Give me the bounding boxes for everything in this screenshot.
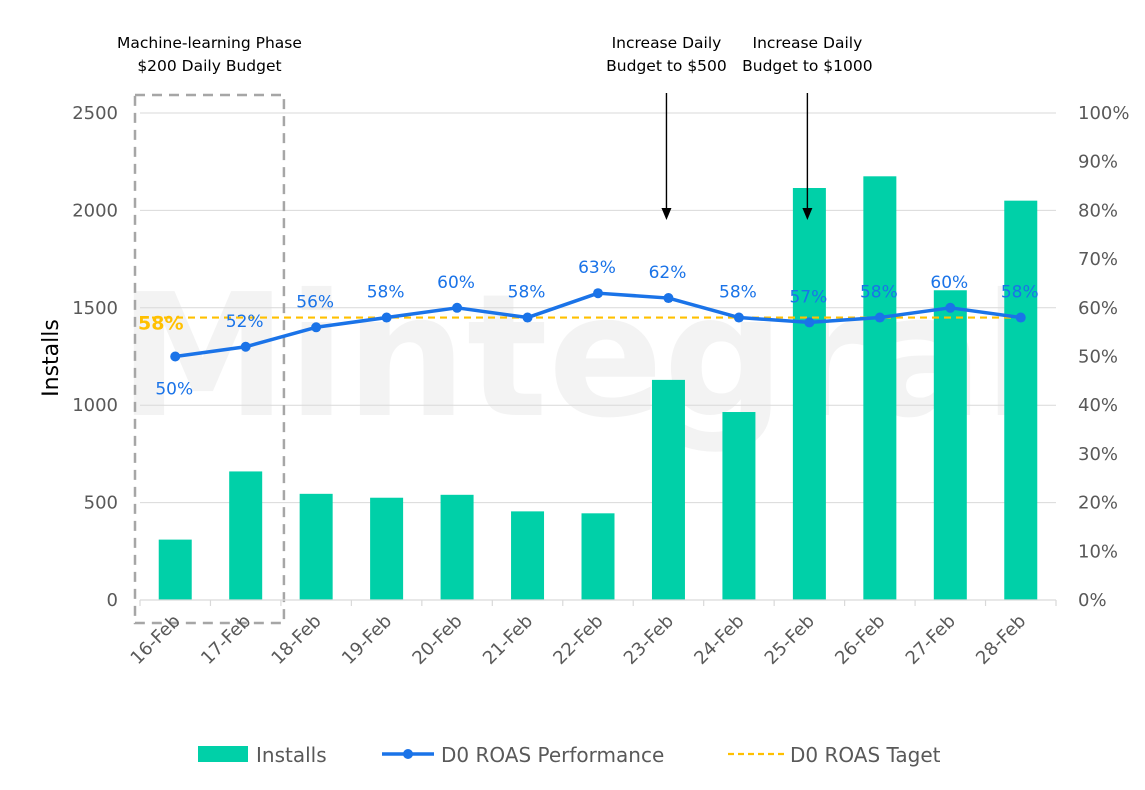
annotation-arrowhead xyxy=(661,208,672,220)
roas-data-label: 58% xyxy=(508,283,546,303)
roas-data-label: 57% xyxy=(789,287,827,307)
y-tick-label: 2000 xyxy=(72,200,118,221)
annotation-text: Budget to $500 xyxy=(606,57,727,75)
x-tick-label: 28-Feb xyxy=(972,611,1030,669)
y2-tick-label: 10% xyxy=(1078,541,1118,562)
roas-data-label: 56% xyxy=(296,292,334,312)
x-tick-label: 20-Feb xyxy=(408,611,466,669)
roas-data-label: 62% xyxy=(649,263,687,283)
legend: Installs D0 ROAS Performance D0 ROAS Taget xyxy=(198,743,941,767)
installs-bars xyxy=(158,176,1038,601)
x-tick-label: 23-Feb xyxy=(620,611,678,669)
legend-installs-swatch xyxy=(198,746,248,762)
legend-installs-label: Installs xyxy=(256,743,327,767)
annotation-text: $200 Daily Budget xyxy=(137,57,281,75)
roas-point-23-Feb xyxy=(663,293,674,304)
roas-data-label: 58% xyxy=(719,283,757,303)
roas-data-label: 58% xyxy=(1001,283,1039,303)
y-tick-label: 2500 xyxy=(72,103,118,124)
x-tick-label: 22-Feb xyxy=(549,611,607,669)
y-axis-label: Installs xyxy=(39,319,64,397)
bar-installs-26-Feb xyxy=(863,176,897,600)
y-tick-label: 0 xyxy=(107,590,118,611)
x-tick-label: 16-Feb xyxy=(127,611,185,669)
roas-point-27-Feb xyxy=(945,302,956,313)
y2-tick-label: 20% xyxy=(1078,493,1118,514)
legend-roas-marker xyxy=(403,749,413,759)
y2-tick-label: 100% xyxy=(1078,103,1129,124)
bar-installs-24-Feb xyxy=(722,412,756,600)
x-tick-label: 25-Feb xyxy=(761,611,819,669)
legend-roas-label: D0 ROAS Performance xyxy=(441,743,664,767)
roas-point-26-Feb xyxy=(874,312,885,323)
roas-data-label: 58% xyxy=(860,283,898,303)
roas-point-20-Feb xyxy=(452,302,463,313)
roas-point-21-Feb xyxy=(522,312,533,323)
bar-installs-18-Feb xyxy=(299,493,333,600)
roas-data-label: 63% xyxy=(578,258,616,278)
roas-point-28-Feb xyxy=(1015,312,1026,323)
roas-target-label: 58% xyxy=(138,313,183,335)
roas-point-16-Feb xyxy=(170,351,181,362)
y2-tick-label: 80% xyxy=(1078,200,1118,221)
annotations: Machine-learning Phase $200 Daily Budget I… xyxy=(117,34,873,625)
roas-data-label: 60% xyxy=(437,273,475,293)
ml-phase-box xyxy=(133,93,286,625)
roas-data-label: 58% xyxy=(367,283,405,303)
roas-data-label: 52% xyxy=(226,312,264,332)
y2-tick-label: 50% xyxy=(1078,347,1118,368)
y2-tick-label: 70% xyxy=(1078,249,1118,270)
roas-point-22-Feb xyxy=(593,288,603,299)
annotation-arrowhead xyxy=(802,208,813,220)
bar-installs-16-Feb xyxy=(158,539,192,600)
roas-data-label: 50% xyxy=(155,380,193,400)
y-tick-label: 500 xyxy=(84,493,118,514)
annotation-text: Machine-learning Phase xyxy=(117,34,302,52)
x-tick-label: 27-Feb xyxy=(902,611,960,669)
bar-installs-19-Feb xyxy=(370,497,404,600)
bar-installs-20-Feb xyxy=(440,494,474,600)
bar-installs-23-Feb xyxy=(651,379,685,600)
x-tick-label: 26-Feb xyxy=(831,611,889,669)
legend-target-label: D0 ROAS Taget xyxy=(790,743,941,767)
bar-installs-27-Feb xyxy=(933,290,967,600)
y2-tick-label: 0% xyxy=(1078,590,1107,611)
annotation-text: Budget to $1000 xyxy=(742,57,872,75)
y2-tick-label: 30% xyxy=(1078,444,1118,465)
x-tick-label: 19-Feb xyxy=(338,611,396,669)
roas-data-label: 60% xyxy=(930,273,968,293)
y2-tick-label: 90% xyxy=(1078,152,1118,173)
roas-point-19-Feb xyxy=(381,312,392,323)
x-tick-label: 18-Feb xyxy=(268,611,326,669)
y2-tick-label: 60% xyxy=(1078,298,1118,319)
y-tick-label: 1500 xyxy=(72,298,118,319)
roas-performance-line: 50% 52% 56% 58% 60% 58% 63% 62% 58% 57% 58% 60% 58% xyxy=(155,258,1038,399)
roas-point-25-Feb xyxy=(804,317,815,328)
roas-point-18-Feb xyxy=(311,322,322,333)
roas-point-17-Feb xyxy=(240,341,251,352)
y2-tick-label: 40% xyxy=(1078,395,1118,416)
gridlines xyxy=(140,112,1056,504)
x-tick-label: 17-Feb xyxy=(197,611,255,669)
annotation-text: Increase Daily xyxy=(753,34,863,52)
annotation-text: Increase Daily xyxy=(612,34,722,52)
roas-point-24-Feb xyxy=(733,312,744,323)
bar-installs-25-Feb xyxy=(792,187,826,601)
bar-installs-17-Feb xyxy=(229,471,263,600)
x-tick-label: 24-Feb xyxy=(690,611,748,669)
bar-installs-22-Feb xyxy=(581,513,615,600)
bar-installs-28-Feb xyxy=(1004,200,1038,600)
watermark: Mintegral xyxy=(118,258,1042,456)
x-tick-label: 21-Feb xyxy=(479,611,537,669)
bar-installs-21-Feb xyxy=(511,511,545,600)
y-tick-label: 1000 xyxy=(72,395,118,416)
